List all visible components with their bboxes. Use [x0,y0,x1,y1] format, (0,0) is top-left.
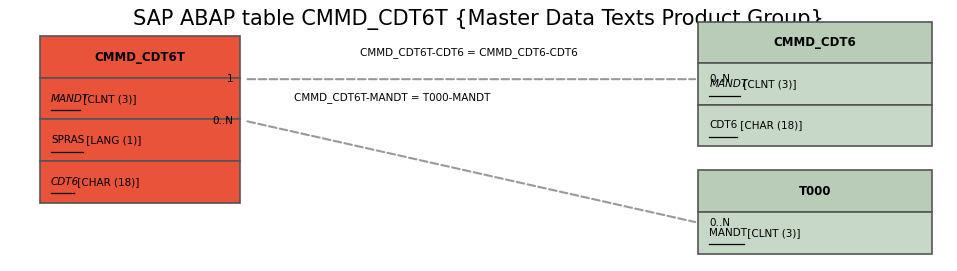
FancyBboxPatch shape [39,161,240,202]
FancyBboxPatch shape [39,120,240,161]
Text: T000: T000 [798,185,831,198]
Text: [CLNT (3)]: [CLNT (3)] [741,79,797,89]
FancyBboxPatch shape [698,21,932,63]
Text: 0..N: 0..N [212,116,234,126]
Text: 0..N: 0..N [709,74,730,84]
Text: MANDT: MANDT [709,228,747,238]
Text: CDT6: CDT6 [51,177,79,187]
Text: 1: 1 [227,74,234,84]
FancyBboxPatch shape [39,78,240,120]
Text: MANDT: MANDT [709,79,747,89]
Text: [CLNT (3)]: [CLNT (3)] [80,93,137,104]
FancyBboxPatch shape [698,170,932,212]
FancyBboxPatch shape [698,212,932,253]
Text: CMMD_CDT6T-CDT6 = CMMD_CDT6-CDT6: CMMD_CDT6T-CDT6 = CMMD_CDT6-CDT6 [360,47,578,58]
Text: CMMD_CDT6T: CMMD_CDT6T [95,51,186,63]
Text: [CHAR (18)]: [CHAR (18)] [75,177,140,187]
Text: [LANG (1)]: [LANG (1)] [83,135,142,145]
FancyBboxPatch shape [39,36,240,78]
Text: MANDT: MANDT [51,93,89,104]
FancyBboxPatch shape [698,63,932,105]
Text: CMMD_CDT6: CMMD_CDT6 [773,36,857,49]
Text: 0..N: 0..N [709,218,730,228]
Text: SAP ABAP table CMMD_CDT6T {Master Data Texts Product Group}: SAP ABAP table CMMD_CDT6T {Master Data T… [133,9,824,30]
Text: [CLNT (3)]: [CLNT (3)] [744,228,800,238]
Text: CDT6: CDT6 [709,120,738,130]
Text: CMMD_CDT6T-MANDT = T000-MANDT: CMMD_CDT6T-MANDT = T000-MANDT [295,92,491,104]
FancyBboxPatch shape [698,105,932,146]
Text: SPRAS: SPRAS [51,135,84,145]
Text: [CHAR (18)]: [CHAR (18)] [737,120,802,130]
